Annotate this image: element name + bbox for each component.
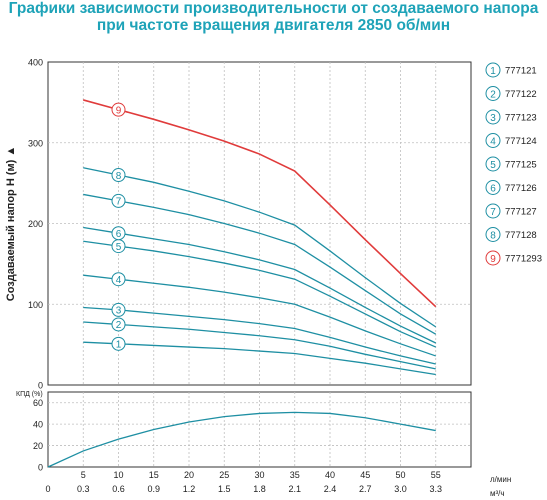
x-tick-label-m3h: 1.2 <box>183 484 196 494</box>
head-curve-777127 <box>83 193 437 335</box>
efficiency-curve <box>47 411 436 468</box>
x-tick-label-lmin: 50 <box>395 470 405 480</box>
legend-marker-label: 3 <box>490 113 496 124</box>
curve-marker-label: 3 <box>116 306 122 317</box>
head-curve-777126 <box>83 226 437 344</box>
legend-marker-label: 6 <box>490 183 496 194</box>
x-tick-label-m3h: 1.8 <box>253 484 266 494</box>
legend-marker-1 <box>485 62 501 78</box>
chart-title-line2: при частоте вращения двигателя 2850 об/м… <box>96 17 451 34</box>
head-y-tick-label: 300 <box>28 138 43 148</box>
x-tick-label-lmin: 55 <box>431 470 441 480</box>
x-tick-label-lmin: 35 <box>290 470 300 480</box>
curve-marker-label: 1 <box>116 340 122 351</box>
legend-marker-8 <box>485 227 501 242</box>
curve-marker-3 <box>111 302 126 317</box>
x-unit-lmin: л/мин <box>490 475 511 484</box>
x-tick-label-m3h: 1.5 <box>218 484 231 494</box>
legend-series-name: 777127 <box>505 207 537 218</box>
legend: 1 777121 2 777122 3 777123 4 777124 5 777125 6 7771… <box>485 62 542 266</box>
head-curve-777122 <box>83 321 436 370</box>
legend-marker-4 <box>485 133 501 148</box>
head-curve-777125 <box>83 240 437 348</box>
curve-marker-1 <box>111 336 126 351</box>
efficiency-y-tick-label: 20 <box>33 441 43 451</box>
legend-marker-5 <box>485 156 501 172</box>
legend-series-name: 7771293 <box>505 254 542 265</box>
curve-marker-4 <box>111 272 126 287</box>
legend-series-name: 777122 <box>505 89 537 100</box>
legend-series-name: 777125 <box>505 160 537 171</box>
legend-marker-label: 2 <box>490 89 496 100</box>
head-y-axis-label: Создаваемый напор H (м) ▲ <box>5 146 17 301</box>
head-y-tick-label: 100 <box>28 300 43 310</box>
x-tick-label-lmin: 45 <box>360 470 370 480</box>
x-tick-label-m3h: 0 <box>45 484 50 494</box>
x-tick-label-m3h: 2.1 <box>288 484 301 494</box>
chart-title: Графики зависимости производительности о… <box>0 0 547 34</box>
efficiency-y-axis-label: КПД (%) <box>16 391 43 398</box>
curve-marker-label: 5 <box>116 242 122 253</box>
x-tick-label-lmin: 10 <box>113 470 123 480</box>
head-y-tick-label: 400 <box>28 58 43 68</box>
legend-series-name: 777124 <box>505 136 537 147</box>
x-tick-label-lmin: 25 <box>219 470 229 480</box>
head-y-tick-label: 0 <box>38 381 43 391</box>
legend-marker-label: 7 <box>490 207 496 218</box>
legend-marker-2 <box>485 86 501 101</box>
x-tick-label-m3h: 3.3 <box>429 484 442 494</box>
curve-marker-label: 2 <box>116 320 122 331</box>
x-tick-label-lmin: 20 <box>184 470 194 480</box>
head-curve-777123 <box>83 306 436 365</box>
head-curve-7771293 <box>83 99 437 308</box>
efficiency-y-tick-label: 60 <box>33 398 43 408</box>
curve-marker-8 <box>111 168 126 183</box>
x-tick-label-m3h: 0.6 <box>112 484 125 494</box>
legend-series-name: 777121 <box>505 66 537 77</box>
x-tick-label-lmin: 5 <box>81 470 86 480</box>
chart-title-line1: Графики зависимости производительности о… <box>8 0 539 17</box>
legend-series-name: 777123 <box>505 113 537 124</box>
head-y-tick-label: 200 <box>28 219 43 229</box>
curve-marker-label: 4 <box>116 275 122 286</box>
legend-marker-label: 8 <box>490 230 496 241</box>
x-unit-m3h: м³/ч <box>490 489 505 498</box>
head-curve-777121 <box>83 341 436 376</box>
x-tick-label-m3h: 2.7 <box>359 484 372 494</box>
head-chart: 0 100 200 300 400 Создаваемый напор H (м) ▲ 1 2… <box>5 58 472 391</box>
x-tick-label-m3h: 2.4 <box>324 484 337 494</box>
head-curve-777124 <box>83 274 436 357</box>
x-tick-label-lmin: 40 <box>325 470 335 480</box>
curve-marker-label: 7 <box>116 197 122 208</box>
x-tick-label-lmin: 15 <box>149 470 159 480</box>
efficiency-y-tick-label: 40 <box>33 420 43 430</box>
x-axes: 5 10 15 20 25 30 35 40 45 50 55 0 0.3 0.6 0.9 1.2 1.5 1.8… <box>45 470 511 498</box>
legend-marker-label: 9 <box>490 254 496 265</box>
curve-marker-6 <box>111 226 126 241</box>
legend-marker-label: 5 <box>490 160 496 171</box>
legend-marker-3 <box>485 109 501 125</box>
legend-marker-label: 4 <box>490 136 496 147</box>
curve-marker-9 <box>111 102 126 117</box>
curve-marker-label: 9 <box>116 105 122 116</box>
legend-marker-label: 1 <box>490 66 496 77</box>
curve-marker-label: 8 <box>116 171 122 182</box>
x-tick-label-lmin: 30 <box>254 470 264 480</box>
curve-marker-7 <box>111 193 126 208</box>
head-curve-777128 <box>83 167 437 328</box>
curve-marker-label: 6 <box>116 229 122 240</box>
legend-marker-9 <box>485 250 501 266</box>
legend-marker-6 <box>485 180 501 195</box>
legend-series-name: 777126 <box>505 183 537 194</box>
x-tick-label-m3h: 3.0 <box>394 484 407 494</box>
legend-series-name: 777128 <box>505 230 537 241</box>
x-tick-label-m3h: 0.3 <box>77 484 90 494</box>
x-tick-label-m3h: 0.9 <box>147 484 160 494</box>
legend-marker-7 <box>485 203 501 219</box>
curve-marker-2 <box>111 317 126 332</box>
efficiency-y-tick-label: 0 <box>38 463 43 473</box>
